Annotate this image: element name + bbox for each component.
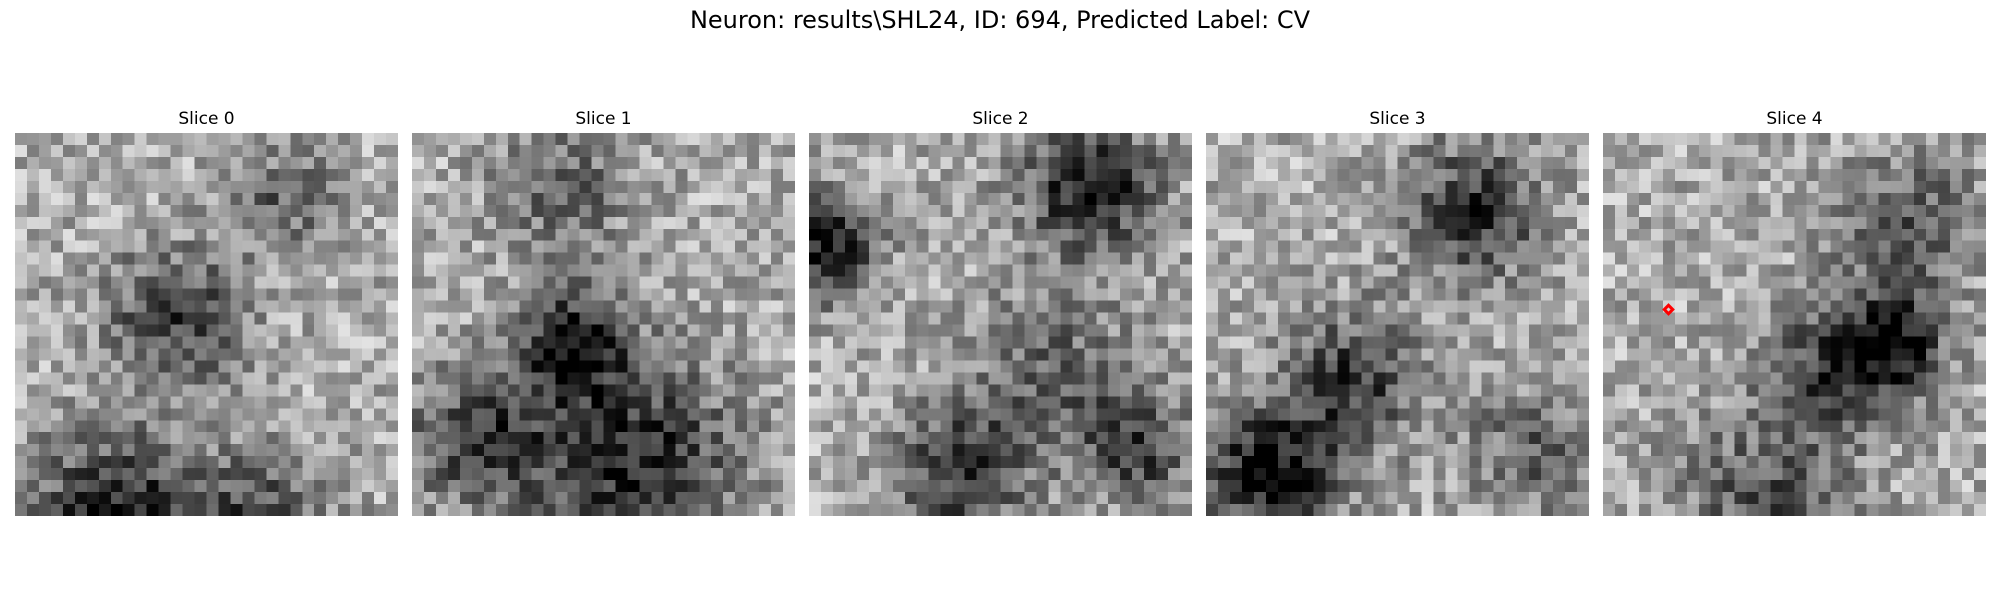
panel-slice-3: Slice 3 <box>1206 108 1589 516</box>
slice-image <box>1603 133 1986 516</box>
panel-slice-0: Slice 0 <box>15 108 398 516</box>
figure-title: Neuron: results\SHL24, ID: 694, Predicte… <box>689 6 1311 34</box>
panel-slice-1: Slice 1 <box>412 108 795 516</box>
slice-image <box>809 133 1192 516</box>
panel-slice-2: Slice 2 <box>809 108 1192 516</box>
panel-title: Slice 1 <box>575 109 632 129</box>
panel-title: Slice 2 <box>972 109 1029 129</box>
panel-title: Slice 3 <box>1369 109 1426 129</box>
slice-image <box>1206 133 1589 516</box>
panel-slice-4: Slice 4 <box>1603 108 1986 516</box>
slice-image <box>15 133 398 516</box>
panel-title: Slice 4 <box>1766 109 1823 129</box>
slice-image <box>412 133 795 516</box>
panel-title: Slice 0 <box>178 109 235 129</box>
